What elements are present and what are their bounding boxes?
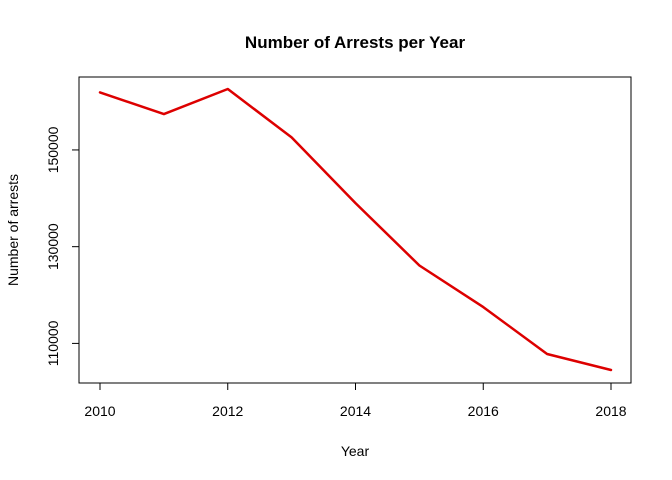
plot-frame	[78, 76, 632, 384]
y-tick-label: 110000	[45, 320, 61, 366]
series-layer	[98, 87, 613, 372]
y-axis-label: Number of arrests	[5, 174, 21, 286]
x-tick-label: 2014	[340, 403, 371, 419]
y-tick-label: 150000	[45, 126, 61, 173]
y-tick-label: 130000	[45, 223, 61, 270]
x-tick-label: 2016	[468, 403, 499, 419]
x-axis-label: Year	[341, 443, 370, 459]
y-axis: 110000 130000 150000	[45, 126, 79, 366]
x-tick-label: 2018	[595, 403, 626, 419]
x-tick-label: 2012	[212, 403, 243, 419]
x-axis: 2010 2012 2014 2016 2018	[84, 383, 627, 419]
x-tick-label: 2010	[84, 403, 115, 419]
series-line	[98, 87, 613, 372]
chart-title: Number of Arrests per Year	[245, 33, 466, 52]
